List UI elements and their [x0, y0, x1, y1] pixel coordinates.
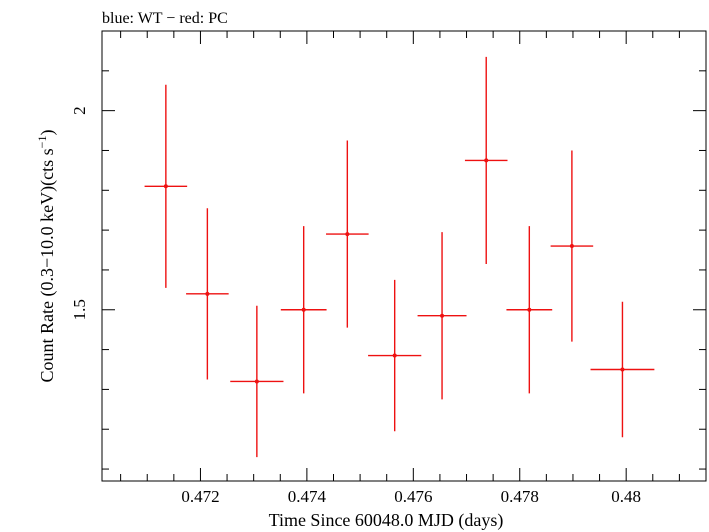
data-points [144, 56, 655, 458]
data-point [144, 84, 188, 288]
x-tick-label: 0.472 [181, 487, 219, 506]
x-tick-label: 0.478 [501, 487, 539, 506]
point-marker [484, 158, 489, 163]
data-point [590, 301, 655, 438]
x-tick-label: 0.474 [288, 487, 327, 506]
y-tick-label: 1.5 [70, 299, 89, 320]
point-marker [440, 313, 445, 318]
data-point [186, 208, 229, 380]
x-tick-label: 0.48 [611, 487, 641, 506]
point-marker [345, 232, 350, 237]
point-marker [254, 379, 259, 384]
data-point [326, 140, 369, 328]
data-point [550, 150, 594, 342]
point-marker [620, 367, 625, 372]
data-point [464, 56, 508, 264]
chart-title: blue: WT − red: PC [102, 10, 228, 27]
y-tick-label: 2 [70, 106, 89, 115]
y-axis-label-superscript: −1 [35, 136, 49, 149]
y-axis-label-main: Count Rate (0.3−10.0 keV)(cts s [37, 148, 58, 382]
x-tick-label: 0.476 [394, 487, 432, 506]
point-marker [205, 291, 210, 296]
point-marker [527, 307, 532, 312]
x-axis-label: Time Since 60048.0 MJD (days) [269, 510, 504, 531]
data-point [230, 305, 284, 458]
point-marker [301, 307, 306, 312]
plot-frame [101, 30, 707, 482]
axis-tick-labels: 0.472 0.474 0.476 0.478 0.48 1.5 2 [70, 106, 641, 506]
y-axis-label-tail: ) [37, 130, 58, 136]
point-marker [163, 184, 168, 189]
data-point [417, 232, 467, 400]
point-marker [569, 244, 574, 249]
data-point [368, 279, 422, 432]
point-marker [392, 353, 397, 358]
data-point [280, 226, 327, 394]
axis-ticks [102, 31, 706, 481]
y-axis-label: Count Rate (0.3−10.0 keV)(cts s−1) [35, 130, 58, 383]
data-point [506, 226, 553, 394]
